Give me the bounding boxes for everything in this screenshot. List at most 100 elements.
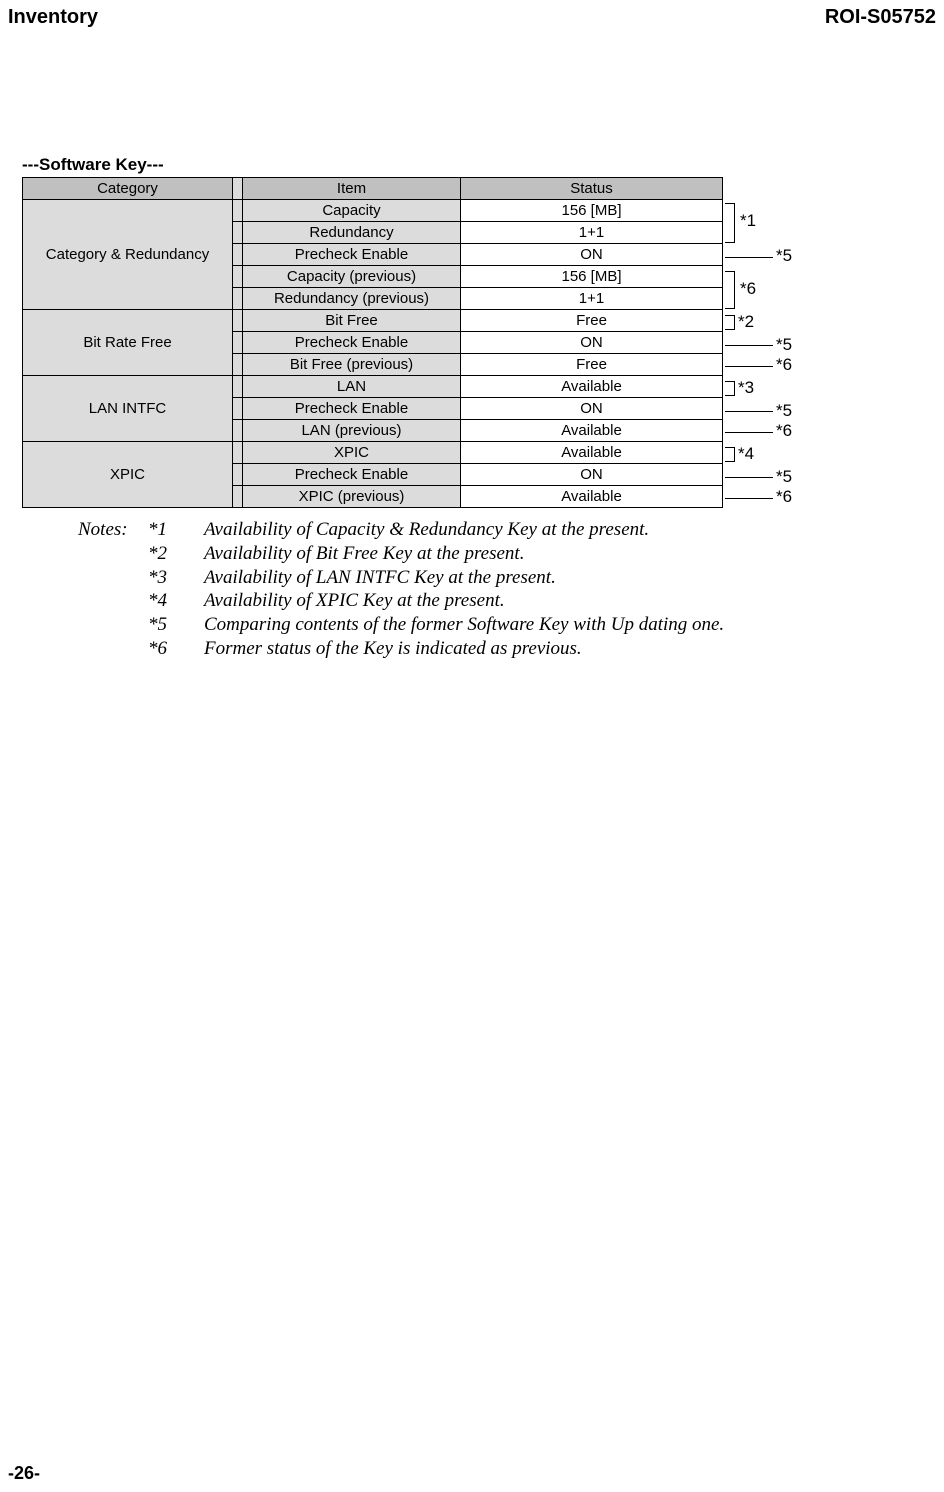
notes-key: *6 bbox=[148, 637, 204, 661]
status-cell: Free bbox=[461, 354, 723, 376]
spacer-cell bbox=[233, 222, 243, 244]
spacer-cell bbox=[233, 310, 243, 332]
software-key-table: Category Item Status Category & Redundan… bbox=[22, 177, 723, 508]
category-cell: LAN INTFC bbox=[23, 376, 233, 442]
notes-key: *5 bbox=[148, 613, 204, 637]
spacer-cell bbox=[233, 288, 243, 310]
spacer-cell bbox=[233, 332, 243, 354]
notes-text: Former status of the Key is indicated as… bbox=[204, 637, 884, 661]
item-cell: Bit Free (previous) bbox=[243, 354, 461, 376]
item-cell: Capacity (previous) bbox=[243, 266, 461, 288]
annot-3: *3 bbox=[738, 378, 754, 398]
notes-lead-empty bbox=[78, 613, 148, 637]
line-6-4 bbox=[725, 498, 773, 499]
annot-5-4: *5 bbox=[776, 467, 792, 487]
header-left: Inventory bbox=[8, 6, 98, 29]
notes-row: *6 Former status of the Key is indicated… bbox=[78, 637, 884, 661]
status-cell: ON bbox=[461, 244, 723, 266]
status-cell: 156 [MB] bbox=[461, 200, 723, 222]
annot-4: *4 bbox=[738, 444, 754, 464]
spacer-cell bbox=[233, 200, 243, 222]
category-cell: Bit Rate Free bbox=[23, 310, 233, 376]
header-spacer bbox=[233, 178, 243, 200]
spacer-cell bbox=[233, 464, 243, 486]
notes-row: *2 Availability of Bit Free Key at the p… bbox=[78, 542, 884, 566]
notes-text: Availability of XPIC Key at the present. bbox=[204, 589, 884, 613]
notes-key: *2 bbox=[148, 542, 204, 566]
item-cell: XPIC bbox=[243, 442, 461, 464]
table-row: LAN INTFC LAN Available bbox=[23, 376, 723, 398]
spacer-cell bbox=[233, 266, 243, 288]
status-cell: 1+1 bbox=[461, 288, 723, 310]
line-5-2 bbox=[725, 345, 773, 346]
annot-2: *2 bbox=[738, 312, 754, 332]
spacer-cell bbox=[233, 442, 243, 464]
annot-6-4: *6 bbox=[776, 487, 792, 507]
item-cell: LAN bbox=[243, 376, 461, 398]
item-cell: Bit Free bbox=[243, 310, 461, 332]
page-footer: -26- bbox=[8, 1463, 40, 1484]
status-cell: Available bbox=[461, 420, 723, 442]
status-cell: Available bbox=[461, 486, 723, 508]
annot-6-1: *6 bbox=[740, 279, 756, 299]
notes-key: *4 bbox=[148, 589, 204, 613]
status-cell: ON bbox=[461, 332, 723, 354]
notes-lead-empty bbox=[78, 637, 148, 661]
annot-6-3: *6 bbox=[776, 421, 792, 441]
item-cell: Precheck Enable bbox=[243, 244, 461, 266]
line-6-2 bbox=[725, 366, 773, 367]
annot-1: *1 bbox=[740, 211, 756, 231]
notes-text: Availability of Capacity & Redundancy Ke… bbox=[204, 518, 884, 542]
item-cell: Precheck Enable bbox=[243, 332, 461, 354]
notes-row: *3 Availability of LAN INTFC Key at the … bbox=[78, 566, 884, 590]
status-cell: Available bbox=[461, 376, 723, 398]
header-right: ROI-S05752 bbox=[825, 6, 936, 29]
spacer-cell bbox=[233, 486, 243, 508]
notes-row: *5 Comparing contents of the former Soft… bbox=[78, 613, 884, 637]
page-header: Inventory ROI-S05752 bbox=[0, 0, 944, 29]
item-cell: Redundancy bbox=[243, 222, 461, 244]
spacer-cell bbox=[233, 244, 243, 266]
notes-text: Comparing contents of the former Softwar… bbox=[204, 613, 884, 637]
notes-text: Availability of Bit Free Key at the pres… bbox=[204, 542, 884, 566]
table-header-row: Category Item Status bbox=[23, 178, 723, 200]
notes-lead: Notes: bbox=[78, 518, 148, 542]
table-wrapper: Category Item Status Category & Redundan… bbox=[0, 177, 944, 508]
notes-key: *1 bbox=[148, 518, 204, 542]
notes-text: Availability of LAN INTFC Key at the pre… bbox=[204, 566, 884, 590]
annot-5-1: *5 bbox=[776, 246, 792, 266]
bracket-4 bbox=[725, 447, 735, 462]
table-row: XPIC XPIC Available bbox=[23, 442, 723, 464]
annot-5-3: *5 bbox=[776, 401, 792, 421]
line-5-1 bbox=[725, 257, 773, 258]
notes-lead-empty bbox=[78, 542, 148, 566]
item-cell: Capacity bbox=[243, 200, 461, 222]
line-5-3 bbox=[725, 411, 773, 412]
header-category: Category bbox=[23, 178, 233, 200]
bracket-2 bbox=[725, 315, 735, 330]
bracket-6-1 bbox=[725, 271, 735, 309]
spacer-cell bbox=[233, 420, 243, 442]
notes-row: Notes: *1 Availability of Capacity & Red… bbox=[78, 518, 884, 542]
status-cell: 1+1 bbox=[461, 222, 723, 244]
table-row: Category & Redundancy Capacity 156 [MB] bbox=[23, 200, 723, 222]
header-item: Item bbox=[243, 178, 461, 200]
spacer-cell bbox=[233, 354, 243, 376]
spacer-cell bbox=[233, 376, 243, 398]
annot-6-2: *6 bbox=[776, 355, 792, 375]
notes-lead-empty bbox=[78, 589, 148, 613]
item-cell: Precheck Enable bbox=[243, 464, 461, 486]
item-cell: Redundancy (previous) bbox=[243, 288, 461, 310]
category-cell: Category & Redundancy bbox=[23, 200, 233, 310]
notes-block: Notes: *1 Availability of Capacity & Red… bbox=[0, 518, 944, 661]
section-title: ---Software Key--- bbox=[0, 155, 944, 175]
spacer-cell bbox=[233, 398, 243, 420]
item-cell: Precheck Enable bbox=[243, 398, 461, 420]
notes-key: *3 bbox=[148, 566, 204, 590]
notes-row: *4 Availability of XPIC Key at the prese… bbox=[78, 589, 884, 613]
annot-5-2: *5 bbox=[776, 335, 792, 355]
notes-lead-empty bbox=[78, 566, 148, 590]
status-cell: ON bbox=[461, 398, 723, 420]
table-row: Bit Rate Free Bit Free Free bbox=[23, 310, 723, 332]
status-cell: Available bbox=[461, 442, 723, 464]
